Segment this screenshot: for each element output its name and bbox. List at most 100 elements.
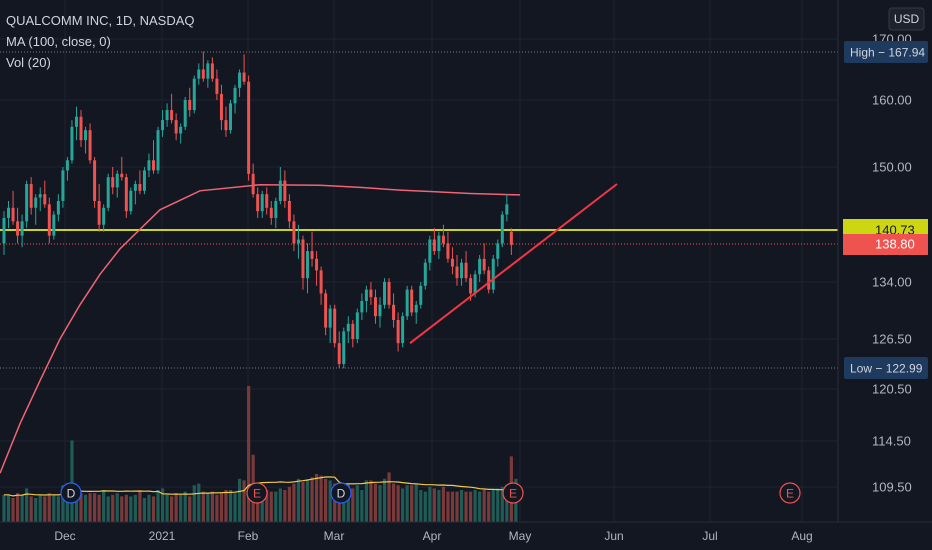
volume-bar xyxy=(260,486,264,522)
candle-body xyxy=(319,270,323,294)
volume-bar xyxy=(428,486,432,522)
candle-body xyxy=(351,323,355,339)
candle-body xyxy=(364,289,368,301)
candle-body xyxy=(188,100,192,111)
candle-body xyxy=(124,177,128,212)
candle-body xyxy=(500,214,504,244)
candle-body xyxy=(419,285,423,305)
last-price-badge xyxy=(843,234,928,255)
candle-body xyxy=(11,207,15,222)
price-axis[interactable]: USD170.00160.00150.00140.73138.80134.001… xyxy=(837,0,932,550)
volume-bar xyxy=(324,478,328,522)
candle-body xyxy=(156,130,160,171)
y-tick-label: 160.00 xyxy=(872,93,912,108)
volume-bar xyxy=(464,491,468,522)
volume-bar xyxy=(342,486,346,522)
x-tick-label: Dec xyxy=(54,529,75,543)
candle-body xyxy=(70,126,74,161)
volume-bar xyxy=(97,494,101,522)
volume-bar xyxy=(160,488,165,522)
trendline[interactable] xyxy=(409,183,618,344)
candle-body xyxy=(147,160,151,171)
candle-body xyxy=(142,170,146,191)
ma-label[interactable]: MA (100, close, 0) xyxy=(6,34,111,49)
volume-bar xyxy=(478,491,482,522)
volume-bar xyxy=(120,496,124,522)
candle-body xyxy=(333,308,337,344)
candle-body xyxy=(247,81,251,174)
marker-label: E xyxy=(253,487,261,501)
volume-bar xyxy=(224,490,228,522)
candle-body xyxy=(410,289,414,313)
extreme-label: Low − 122.99 xyxy=(850,362,923,376)
volume-bar xyxy=(305,480,310,522)
volume-bar xyxy=(391,483,396,522)
volume-bar xyxy=(405,485,409,522)
volume-bar xyxy=(65,494,70,522)
volume-bar xyxy=(373,483,378,522)
volume-bar xyxy=(369,480,373,522)
candle-body xyxy=(210,63,214,79)
candle-body xyxy=(238,72,242,88)
candle-body xyxy=(310,251,314,259)
dividend-marker xyxy=(330,482,352,504)
volume-bar xyxy=(432,488,436,522)
volume-label[interactable]: Vol (20) xyxy=(6,55,51,70)
y-tick-label: 150.00 xyxy=(872,160,912,175)
candle-body xyxy=(52,214,56,236)
volume-bar xyxy=(124,494,128,522)
volume-bar xyxy=(423,491,427,522)
candle-body xyxy=(337,343,341,364)
x-tick-label: Apr xyxy=(423,529,442,543)
candle-body xyxy=(346,323,350,332)
candle-body xyxy=(401,316,405,344)
candle-body xyxy=(115,173,119,188)
volume-bar xyxy=(437,490,441,522)
candle-body xyxy=(460,262,464,279)
candle-body xyxy=(215,78,219,94)
volume-bar xyxy=(115,493,119,522)
candle-body xyxy=(106,177,110,208)
volume-bar xyxy=(192,485,196,522)
candle-body xyxy=(120,173,124,178)
volume-bar xyxy=(133,494,137,522)
volume-bar xyxy=(387,472,391,522)
candle-body xyxy=(396,320,400,344)
volume-bar xyxy=(206,493,210,522)
candle-body xyxy=(473,274,477,294)
candle-body xyxy=(505,204,509,215)
volume-bar xyxy=(102,490,106,522)
volume-bar xyxy=(20,494,24,522)
extreme-badge xyxy=(844,41,928,63)
time-axis[interactable]: Dec 2021 Feb Mar Apr May Jun Jul Aug xyxy=(0,521,932,543)
candle-body xyxy=(328,308,332,328)
support-trendline xyxy=(409,183,618,344)
candle-body xyxy=(360,301,364,313)
currency-label: USD xyxy=(894,12,920,26)
volume-bar xyxy=(328,480,332,522)
volume-bar xyxy=(79,493,83,522)
chart-grid xyxy=(0,0,838,522)
volume-bar xyxy=(15,493,20,522)
volume-bar xyxy=(441,486,446,522)
symbol-label[interactable]: QUALCOMM INC, 1D, NASDAQ xyxy=(6,13,195,28)
candle-body xyxy=(274,200,278,218)
candle-body xyxy=(287,200,291,222)
candle-body xyxy=(423,262,427,286)
earnings-marker xyxy=(779,482,801,504)
candle-body xyxy=(437,235,441,252)
candle-body xyxy=(79,116,83,141)
volume-bar xyxy=(43,496,47,522)
candle-body xyxy=(206,63,210,79)
volume-bar xyxy=(269,491,273,522)
extreme-badge xyxy=(844,357,928,379)
volume-bar xyxy=(450,491,455,522)
volume-bar xyxy=(401,488,405,522)
candle-body xyxy=(496,243,500,259)
volume-bar xyxy=(106,496,110,522)
volume-bar xyxy=(156,490,160,522)
volume-bar xyxy=(242,480,246,522)
volume-bar xyxy=(419,490,423,522)
